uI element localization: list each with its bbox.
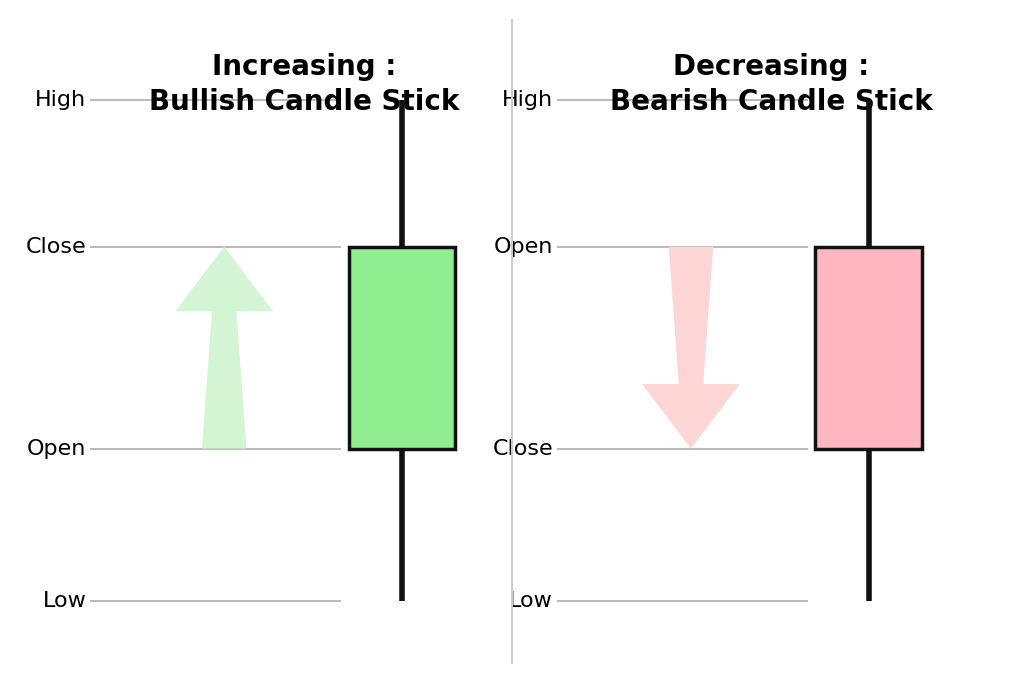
Text: Decreasing :
Bearish Candle Stick: Decreasing : Bearish Candle Stick [609, 53, 933, 116]
Text: Close: Close [26, 237, 86, 257]
Text: Open: Open [494, 237, 553, 257]
Bar [348, 247, 456, 449]
Polygon shape [642, 247, 740, 449]
Text: High: High [502, 90, 553, 110]
Bar [815, 247, 923, 449]
Text: Low: Low [42, 591, 86, 611]
Polygon shape [175, 247, 273, 449]
Text: High: High [35, 90, 86, 110]
Text: Low: Low [509, 591, 553, 611]
Text: Close: Close [493, 438, 553, 458]
Text: Open: Open [27, 438, 86, 458]
Text: Increasing :
Bullish Candle Stick: Increasing : Bullish Candle Stick [150, 53, 460, 116]
